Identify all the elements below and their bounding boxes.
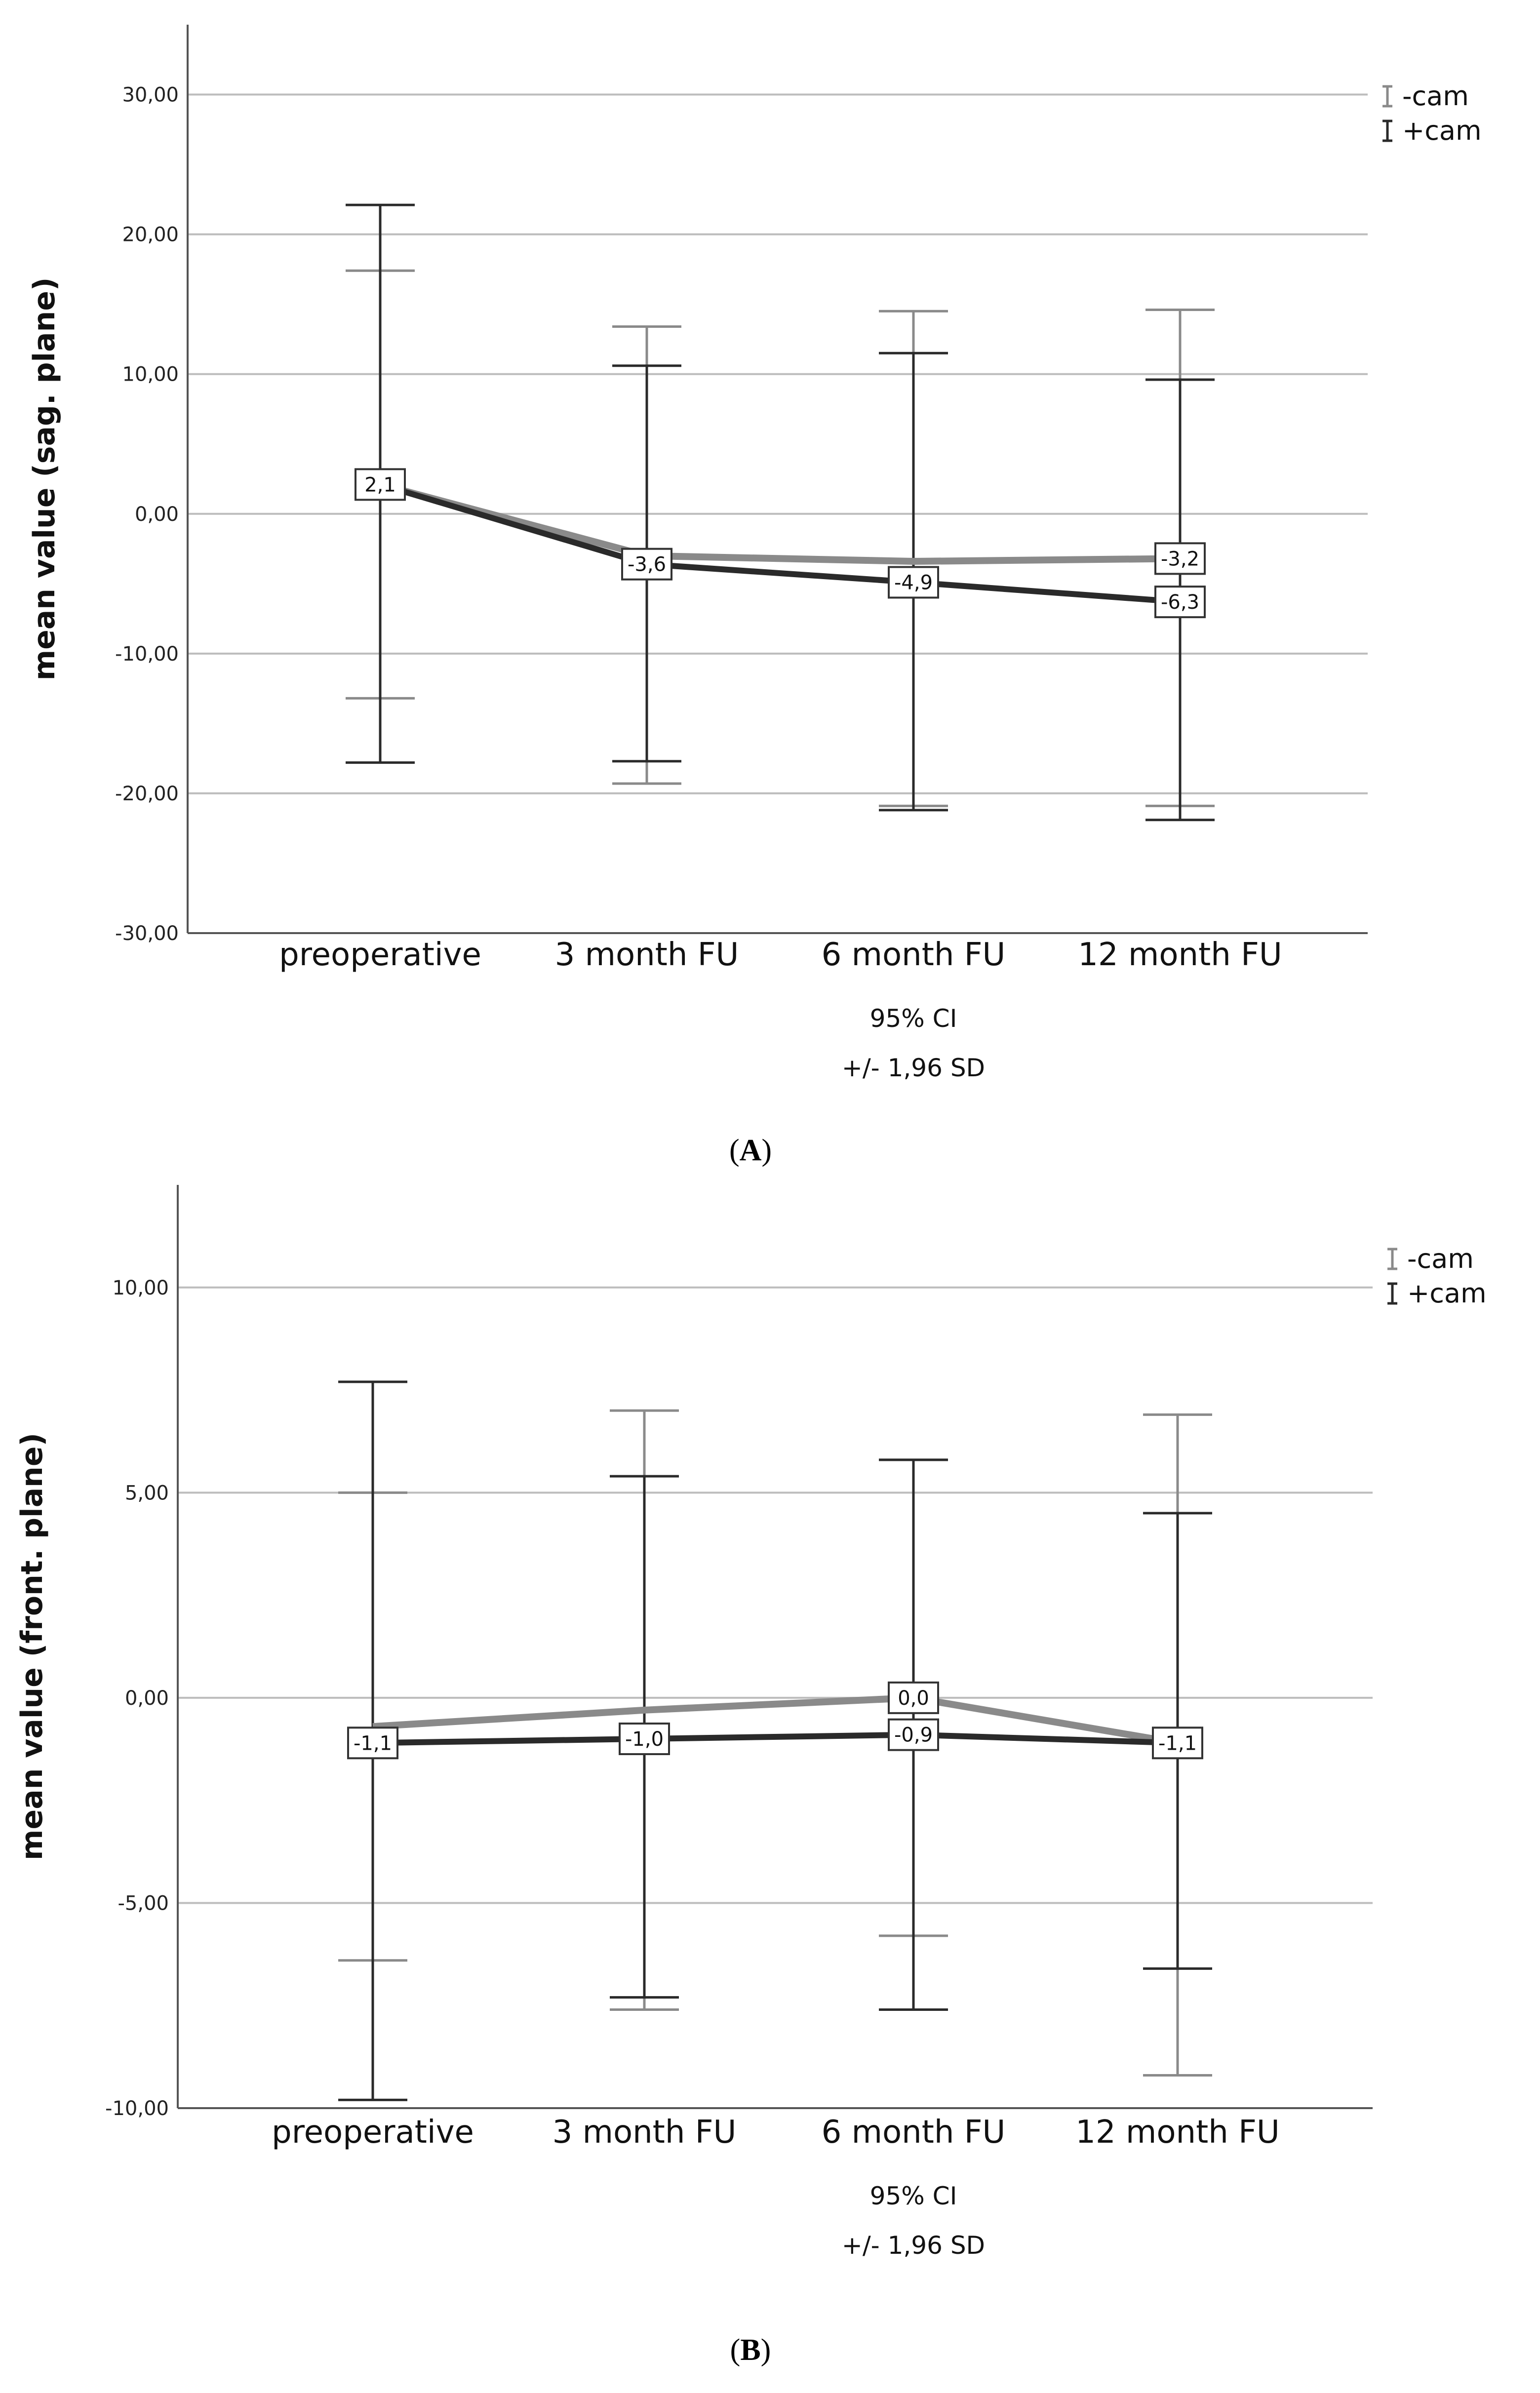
y-tick-label: -5,00 <box>118 1892 169 1915</box>
data-label: -1,1 <box>1158 1732 1197 1755</box>
data-label: -6,3 <box>1161 591 1199 614</box>
panel-letter: B <box>740 2333 760 2367</box>
series-minus-cam-errorbars <box>346 269 1215 807</box>
data-label: -3,6 <box>628 553 666 576</box>
legend-item: -cam <box>1382 80 1469 112</box>
y-tick-label: 0,00 <box>135 503 179 526</box>
x-tick-label: 3 month FU <box>555 937 739 973</box>
x-axis-note: +/- 1,96 SD <box>842 2231 985 2260</box>
panel-caption: (B) <box>730 2333 771 2367</box>
y-axis-label: mean value (sag. plane) <box>27 277 62 681</box>
data-label-box <box>888 1718 939 1751</box>
y-tick-label: 30,00 <box>122 84 179 107</box>
data-label: 2,1 <box>364 473 396 496</box>
x-tick-label: preoperative <box>272 2114 474 2151</box>
data-label-box <box>888 1681 939 1714</box>
legend-item: -cam <box>1387 1243 1474 1274</box>
y-tick-label: -20,00 <box>115 783 179 805</box>
data-label-box <box>347 1726 398 1760</box>
data-label-box <box>355 468 406 501</box>
data-label-box <box>1152 1726 1203 1760</box>
data-label: 0,0 <box>898 1687 929 1710</box>
paren-close: ) <box>761 1134 772 1167</box>
paren-open: ( <box>730 2333 741 2367</box>
panel-letter: A <box>740 1134 762 1167</box>
series-line-plus-cam <box>379 481 1181 605</box>
x-axis-note: 95% CI <box>870 2182 957 2210</box>
x-axis-note: 95% CI <box>870 1004 957 1033</box>
x-tick-label: preoperative <box>279 937 481 973</box>
data-label-box <box>1154 586 1206 619</box>
legend-item: +cam <box>1382 115 1482 146</box>
series-line-minus-cam <box>379 481 1181 565</box>
x-axis-note: +/- 1,96 SD <box>842 1054 985 1082</box>
data-label: -0,9 <box>894 1724 933 1747</box>
legend-label: +cam <box>1402 115 1482 146</box>
y-tick-label: -10,00 <box>105 2097 169 2120</box>
paren-open: ( <box>729 1134 740 1167</box>
panel-caption: (A) <box>729 1134 772 1167</box>
x-tick-label: 12 month FU <box>1075 2114 1280 2151</box>
x-tick-label: 6 month FU <box>822 937 1006 973</box>
data-label-box <box>621 548 672 581</box>
legend-label: -cam <box>1402 80 1469 112</box>
legend-label: -cam <box>1407 1243 1474 1274</box>
chart-panel-a: -30,00 -20,00 -10,00 0,00 10,00 20,00 30,00 mea… <box>27 25 1482 1167</box>
legend-label: +cam <box>1407 1278 1487 1309</box>
x-tick-label: 6 month FU <box>822 2114 1006 2151</box>
paren-close: ) <box>761 2333 771 2367</box>
y-tick-label: -10,00 <box>115 643 179 666</box>
data-label-box <box>1154 542 1206 575</box>
x-tick-label: 3 month FU <box>553 2114 737 2151</box>
legend-item: +cam <box>1387 1278 1487 1309</box>
y-tick-label: 0,00 <box>125 1687 169 1710</box>
y-axis-label: mean value (front. plane) <box>15 1433 49 1860</box>
y-tick-label: 20,00 <box>122 224 179 246</box>
series-line-plus-cam <box>372 1731 1178 1746</box>
chart-panel-b: -10,00 -5,00 0,00 5,00 10,00 mean value (fron… <box>15 1185 1487 2367</box>
y-tick-label: 5,00 <box>125 1482 169 1504</box>
data-label: -1,0 <box>625 1728 664 1751</box>
data-label-box <box>888 566 939 599</box>
x-tick-label: 12 month FU <box>1078 937 1282 973</box>
y-tick-label: -30,00 <box>115 922 179 945</box>
y-tick-label: 10,00 <box>112 1277 169 1299</box>
data-label: -1,1 <box>354 1732 392 1755</box>
data-label: -3,2 <box>1161 548 1199 570</box>
y-tick-label: 10,00 <box>122 363 179 386</box>
data-label: -4,9 <box>894 571 933 594</box>
data-label-box <box>619 1723 670 1755</box>
series-line-minus-cam <box>372 1694 1179 1747</box>
